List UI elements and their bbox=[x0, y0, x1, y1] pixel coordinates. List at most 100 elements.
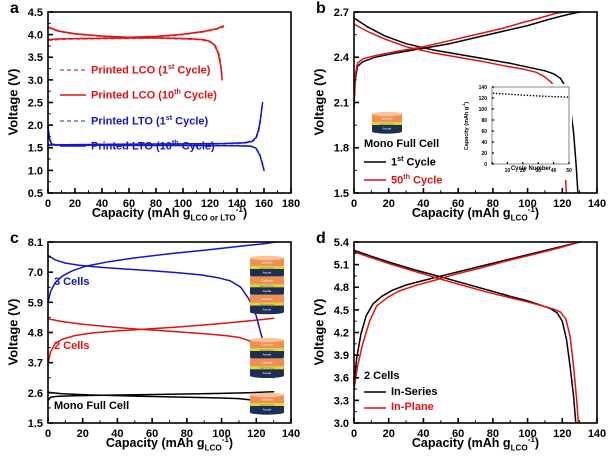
legend-entry: Printed LCO (1st Cycle) bbox=[60, 63, 217, 77]
svg-text:1.5: 1.5 bbox=[28, 143, 43, 155]
svg-text:60: 60 bbox=[452, 428, 464, 440]
svg-text:3.3: 3.3 bbox=[334, 395, 349, 407]
panel-b-legend: Mono Full Cell 1st Cycle 50th Cycle bbox=[364, 138, 442, 187]
svg-text:120: 120 bbox=[553, 198, 571, 210]
svg-text:Cathode: Cathode bbox=[261, 260, 273, 264]
legend-line-sample bbox=[60, 145, 86, 147]
svg-text:80: 80 bbox=[150, 198, 162, 210]
svg-text:100: 100 bbox=[518, 428, 536, 440]
inset-plot: 10 20 30 40 50 0 20 40 60 80 100 120 140 bbox=[472, 84, 572, 180]
svg-text:2.6: 2.6 bbox=[28, 388, 43, 400]
legend-entry: Printed LTO (10th Cycle) bbox=[60, 139, 217, 153]
svg-text:3.6: 3.6 bbox=[334, 373, 349, 385]
legend-entry: Printed LCO (10th Cycle) bbox=[60, 88, 217, 102]
svg-text:Electrolyte: Electrolyte bbox=[260, 366, 274, 370]
svg-text:180: 180 bbox=[282, 198, 300, 210]
svg-text:20: 20 bbox=[481, 151, 487, 157]
svg-text:4.2: 4.2 bbox=[334, 327, 349, 339]
svg-text:40: 40 bbox=[111, 428, 123, 440]
panel-a-letter: a bbox=[10, 0, 19, 17]
panel-c: 0 20 40 60 80 100 120 140 1.5 2.6 3.7 4.8 5.9 7.0 8.1 C… bbox=[0, 230, 305, 459]
legend-line-sample bbox=[364, 406, 386, 409]
legend-entry: Printed LTO (1st Cycle) bbox=[60, 114, 217, 128]
svg-text:2.0: 2.0 bbox=[28, 120, 43, 132]
svg-text:4.0: 4.0 bbox=[28, 30, 43, 42]
svg-text:3.9: 3.9 bbox=[334, 350, 349, 362]
svg-text:Anode: Anode bbox=[263, 271, 272, 275]
svg-text:Anode: Anode bbox=[383, 127, 392, 131]
svg-text:10: 10 bbox=[505, 168, 511, 174]
panel-d-legend: 2 Cells In-Series In-Plane bbox=[364, 370, 437, 414]
svg-text:40: 40 bbox=[96, 198, 108, 210]
svg-text:0: 0 bbox=[351, 198, 357, 210]
legend-line-sample bbox=[60, 119, 86, 122]
svg-text:Cathode: Cathode bbox=[381, 116, 393, 120]
svg-text:0.5: 0.5 bbox=[28, 188, 43, 200]
svg-text:60: 60 bbox=[452, 198, 464, 210]
svg-text:20: 20 bbox=[383, 198, 395, 210]
legend-line-sample bbox=[364, 391, 386, 393]
legend-entry-label: Printed LTO (10th Cycle) bbox=[91, 138, 215, 153]
panel-a-legend: Printed LCO (1st Cycle) Printed LCO (10th… bbox=[60, 52, 217, 153]
legend-entry: In-Plane bbox=[364, 401, 437, 414]
legend-line-sample bbox=[364, 179, 386, 181]
panel-d-x-axis-label: Capacity (mAh gLCO-1) bbox=[411, 435, 540, 453]
legend-entry-label: 50th Cycle bbox=[391, 172, 443, 187]
svg-text:Anode: Anode bbox=[263, 408, 272, 412]
legend-entry-label: Printed LCO (1st Cycle) bbox=[91, 63, 211, 77]
panel-a-plot: 0 20 40 60 80 100 120 140 160 180 0.5 1.0 1.5 2.0 2.5 3… bbox=[28, 7, 300, 210]
svg-text:7.0: 7.0 bbox=[28, 267, 43, 279]
svg-text:4.8: 4.8 bbox=[334, 282, 349, 294]
svg-text:Electrolyte: Electrolyte bbox=[380, 122, 394, 126]
svg-text:40: 40 bbox=[417, 198, 429, 210]
svg-text:8.1: 8.1 bbox=[28, 237, 43, 249]
svg-text:40: 40 bbox=[481, 140, 487, 146]
panel-c-x-axis-label: Capacity (mAh gLCO-1) bbox=[105, 435, 234, 453]
svg-text:160: 160 bbox=[255, 198, 273, 210]
legend-entry: 50th Cycle bbox=[364, 173, 442, 187]
svg-text:5.9: 5.9 bbox=[28, 297, 43, 309]
panel-b-letter: b bbox=[316, 0, 326, 17]
svg-text:4.8: 4.8 bbox=[28, 327, 43, 339]
svg-text:Electrolyte: Electrolyte bbox=[260, 284, 274, 288]
panel-a: 0 20 40 60 80 100 120 140 160 180 0.5 1.0 1.5 2.0 2.5 3… bbox=[0, 0, 305, 229]
svg-text:3.7: 3.7 bbox=[28, 358, 43, 370]
svg-text:0: 0 bbox=[351, 428, 357, 440]
battery-stack-icon: CathodeElectrolyteAnodeCathodeElectrolyt… bbox=[250, 255, 284, 315]
svg-text:2.1: 2.1 bbox=[334, 97, 349, 109]
curve-label: 3 Cells bbox=[54, 276, 90, 288]
svg-text:0: 0 bbox=[45, 428, 51, 440]
svg-text:Anode: Anode bbox=[263, 371, 272, 375]
svg-text:Electrolyte: Electrolyte bbox=[260, 403, 274, 407]
svg-text:3.0: 3.0 bbox=[28, 75, 43, 87]
legend-line-sample bbox=[364, 160, 386, 163]
panel-b: 0 20 40 60 80 100 120 140 1.5 1.8 2.1 2.4 2.7 Cathode… bbox=[306, 0, 611, 229]
svg-text:50: 50 bbox=[566, 168, 572, 174]
svg-text:140: 140 bbox=[588, 428, 606, 440]
svg-text:80: 80 bbox=[481, 118, 487, 124]
svg-text:0: 0 bbox=[45, 198, 51, 210]
svg-text:4.5: 4.5 bbox=[334, 305, 349, 317]
svg-text:3.5: 3.5 bbox=[28, 52, 43, 64]
svg-text:1.8: 1.8 bbox=[334, 143, 349, 155]
legend-entry: 1st Cycle bbox=[364, 155, 442, 169]
svg-text:1.0: 1.0 bbox=[28, 165, 43, 177]
panel-b-y-axis-label: Voltage (V) bbox=[311, 68, 327, 136]
svg-text:120: 120 bbox=[247, 428, 265, 440]
legend-entry: In-Series bbox=[364, 386, 437, 399]
svg-text:2.7: 2.7 bbox=[334, 7, 349, 19]
svg-text:1.5: 1.5 bbox=[334, 188, 349, 200]
svg-text:Electrolyte: Electrolyte bbox=[260, 303, 274, 307]
svg-text:20: 20 bbox=[383, 428, 395, 440]
svg-text:Cathode: Cathode bbox=[261, 279, 273, 283]
svg-text:1.5: 1.5 bbox=[28, 418, 43, 430]
panel-b-x-axis-label: Capacity (mAh gLCO-1) bbox=[411, 205, 540, 223]
svg-text:5.1: 5.1 bbox=[334, 260, 349, 272]
svg-text:Anode: Anode bbox=[263, 289, 272, 293]
legend-title: 2 Cells bbox=[364, 370, 400, 382]
battery-stack-icon: CathodeElectrolyteAnodeCathodeElectrolyt… bbox=[250, 337, 284, 378]
svg-text:120: 120 bbox=[479, 96, 488, 102]
legend-entry-label: Printed LCO (10th Cycle) bbox=[91, 88, 217, 102]
panel-d: 0 20 40 60 80 100 120 140 3.0 3.3 3.6 3.9 4.2 4.5 4.8 5… bbox=[306, 230, 611, 459]
